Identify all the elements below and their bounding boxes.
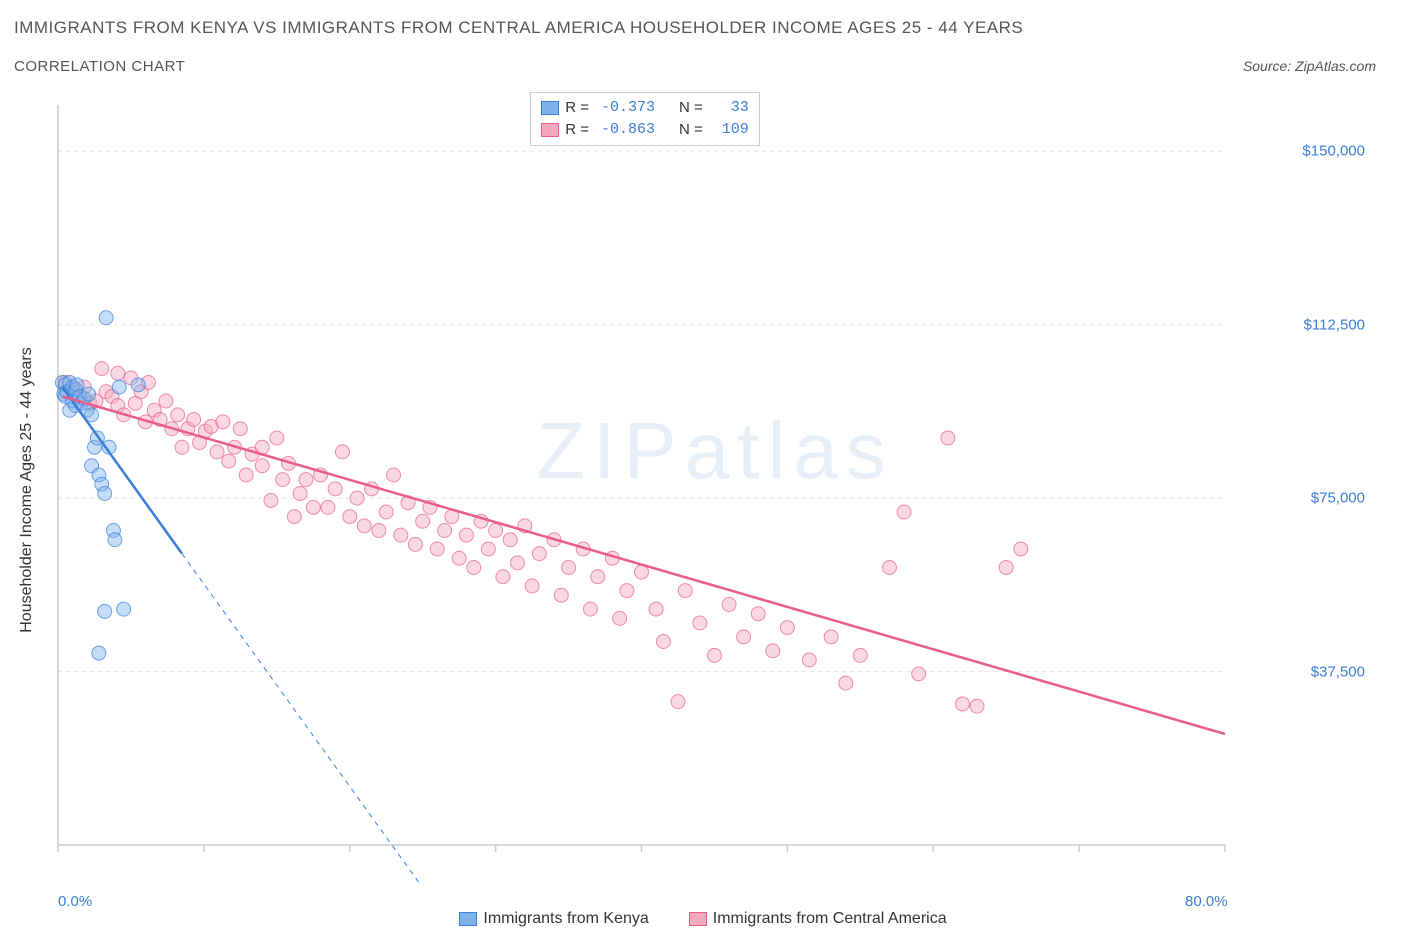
y-tick-label: $112,500 [1304, 316, 1365, 333]
stat-r-label: R = [565, 97, 589, 119]
stats-row-kenya: R = -0.373 N = 33 [541, 97, 749, 119]
y-tick-label: $37,500 [1311, 663, 1365, 680]
source-name: ZipAtlas.com [1295, 58, 1376, 74]
legend-item-kenya: Immigrants from Kenya [459, 910, 648, 928]
scatter-plot-svg [55, 95, 1375, 885]
chart-subtitle: CORRELATION CHART [14, 58, 185, 75]
source-label: Source: [1243, 58, 1291, 74]
stat-n-label: N = [679, 119, 703, 141]
stat-r-label: R = [565, 119, 589, 141]
y-axis-label: Householder Income Ages 25 - 44 years [18, 347, 36, 633]
stat-n-label: N = [679, 97, 703, 119]
x-tick-label: 80.0% [1185, 893, 1228, 910]
series-legend: Immigrants from Kenya Immigrants from Ce… [0, 910, 1406, 928]
stat-r-value-kenya: -0.373 [595, 97, 655, 119]
stats-swatch-kenya [541, 101, 559, 115]
y-tick-label: $75,000 [1311, 490, 1365, 507]
stats-legend: R = -0.373 N = 33 R = -0.863 N = 109 [530, 92, 760, 146]
page-title: IMMIGRANTS FROM KENYA VS IMMIGRANTS FROM… [14, 18, 1406, 38]
correlation-chart: Householder Income Ages 25 - 44 years ZI… [55, 95, 1375, 885]
y-tick-label: $150,000 [1302, 143, 1365, 160]
stat-r-value-central-america: -0.863 [595, 119, 655, 141]
stat-n-value-central-america: 109 [709, 119, 749, 141]
legend-label-kenya: Immigrants from Kenya [483, 910, 648, 928]
legend-swatch-kenya [459, 912, 477, 926]
source-citation: Source: ZipAtlas.com [1243, 58, 1376, 74]
legend-swatch-central-america [689, 912, 707, 926]
stat-n-value-kenya: 33 [709, 97, 749, 119]
stats-row-central-america: R = -0.863 N = 109 [541, 119, 749, 141]
legend-item-central-america: Immigrants from Central America [689, 910, 947, 928]
legend-label-central-america: Immigrants from Central America [713, 910, 947, 928]
stats-swatch-central-america [541, 123, 559, 137]
x-tick-label: 0.0% [58, 893, 92, 910]
